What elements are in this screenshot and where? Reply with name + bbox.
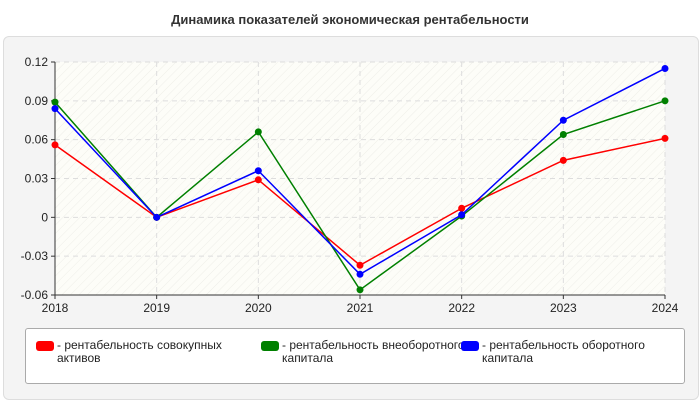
legend: - рентабельность совокупных активов - ре… [25,328,685,384]
x-tick-label: 2024 [652,301,679,315]
y-tick-label: 0.06 [25,133,49,147]
legend-item-assets: - рентабельность совокупных активов [36,339,246,365]
y-tick-label: 0.03 [25,172,49,186]
x-tick-label: 2019 [143,301,170,315]
data-point [458,211,466,219]
y-tick-label: 0.09 [25,94,49,108]
x-tick-label: 2022 [448,301,475,315]
legend-label: - рентабельность совокупных активов [57,338,222,365]
data-point [254,176,262,184]
data-point [661,97,669,105]
data-point [356,270,364,278]
legend-swatch-blue [461,341,479,351]
data-point [356,261,364,269]
data-point [458,204,466,212]
data-point [254,167,262,175]
chart-title: Динамика показателей экономическая рента… [171,12,529,27]
data-point [661,64,669,72]
data-point [153,213,161,221]
data-point [254,128,262,136]
y-tick-label: -0.06 [21,288,49,302]
x-tick-label: 2018 [42,301,69,315]
legend-label: - рентабельность внеоборотного капитала [282,338,465,365]
legend-item-noncurrent: - рентабельность внеоборотного капитала [261,339,471,365]
legend-label: - рентабельность оборотного капитала [482,338,645,365]
data-point [51,141,59,149]
data-point [51,98,59,106]
x-tick-label: 2023 [550,301,577,315]
data-point [51,105,59,113]
legend-swatch-red [36,341,54,351]
x-tick-label: 2021 [347,301,374,315]
y-tick-label: 0.12 [25,55,49,69]
legend-item-current: - рентабельность оборотного капитала [461,339,671,365]
data-point [559,116,567,124]
legend-swatch-green [261,341,279,351]
x-tick-label: 2020 [245,301,272,315]
y-tick-label: -0.03 [21,249,49,263]
data-point [559,130,567,138]
data-point [356,286,364,294]
y-tick-label: 0 [41,210,48,224]
data-point [559,156,567,164]
data-point [661,134,669,142]
